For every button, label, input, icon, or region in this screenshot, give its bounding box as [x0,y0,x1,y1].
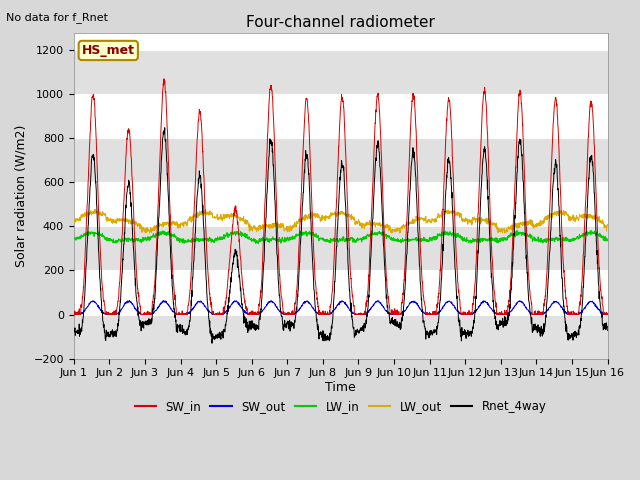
Text: No data for f_Rnet: No data for f_Rnet [6,12,108,23]
Bar [74,138,607,182]
Text: HS_met: HS_met [82,44,135,57]
X-axis label: Time: Time [325,381,356,394]
Legend: SW_in, SW_out, LW_in, LW_out, Rnet_4way: SW_in, SW_out, LW_in, LW_out, Rnet_4way [130,396,552,418]
Bar [74,314,607,359]
Title: Four-channel radiometer: Four-channel radiometer [246,15,435,30]
Bar [74,50,607,94]
Y-axis label: Solar radiation (W/m2): Solar radiation (W/m2) [15,124,28,267]
Bar [74,227,607,270]
